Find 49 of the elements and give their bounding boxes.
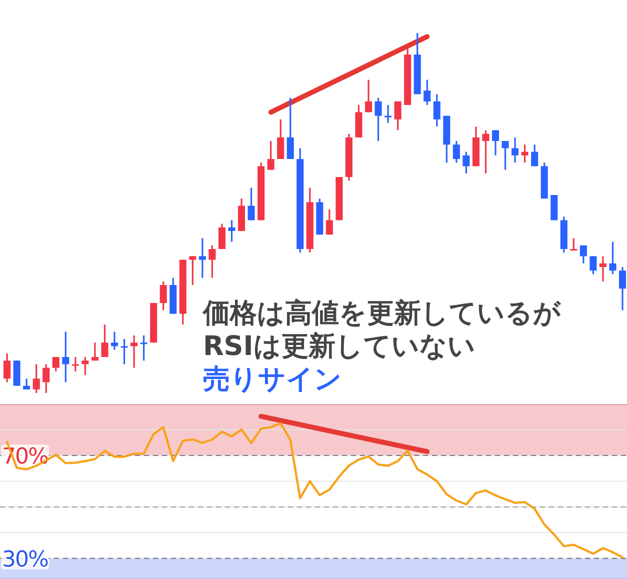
candlestick [228,219,236,243]
candlestick [424,79,431,106]
candlestick [218,223,226,250]
candlestick [23,378,30,390]
candlestick [120,338,128,365]
candlestick [110,331,118,351]
candlestick [42,363,50,394]
candlestick [394,100,402,131]
candlestick [502,140,509,171]
candlestick [140,334,148,362]
candlestick [208,244,216,279]
candlestick [580,244,587,264]
candlestick [482,129,490,174]
candlestick [267,140,274,171]
candlestick [462,151,470,174]
candlestick [433,93,440,128]
candlestick [62,331,70,383]
candlestick [82,356,89,376]
candlestick [91,342,98,362]
candlestick [52,356,60,372]
candlestick [326,208,333,236]
candlestick [609,241,616,275]
candlestick [599,255,606,282]
candlestick [248,187,255,221]
candlestick [590,255,597,275]
candlestick [101,324,108,358]
candlestick [189,255,196,286]
annotation: RSIは更新していない [203,331,476,362]
candlestick [4,352,11,383]
candlestick [130,334,138,369]
candlestick [618,266,626,311]
candlestick [492,129,500,156]
candlestick [32,363,40,394]
annotation: 価格は高値を更新しているが [202,298,562,329]
candlestick [286,97,294,160]
candlestick [521,144,528,164]
candlestick [384,104,392,124]
candlestick [570,237,578,250]
candlestick [374,97,382,142]
candlestick [198,237,206,279]
candlestick [160,280,167,311]
y-tick-label: 30% [2,547,48,572]
annotation: 売りサイン [203,364,342,395]
candlestick [531,144,538,167]
candlestick [72,356,79,372]
candlestick [277,118,284,160]
candlestick [364,79,372,113]
candlestick [452,140,460,164]
candlestick [512,136,519,164]
